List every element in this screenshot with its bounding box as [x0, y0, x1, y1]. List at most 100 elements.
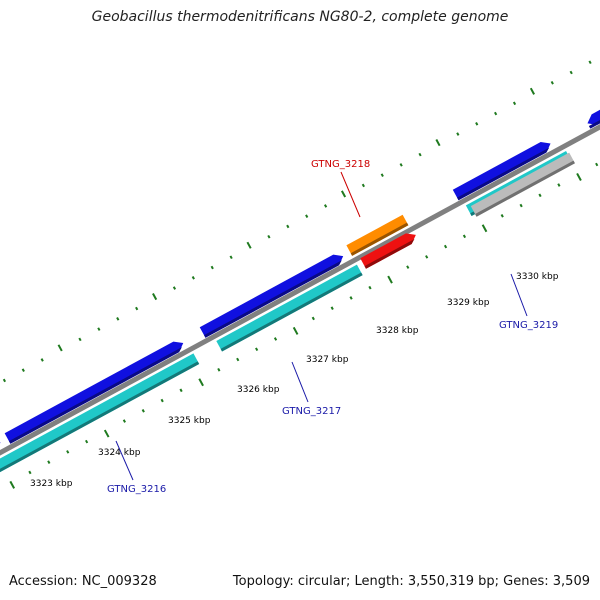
inner-tick	[311, 316, 315, 321]
outer-tick	[21, 368, 25, 372]
scale-label: 3323 kbp	[30, 479, 73, 489]
outer-tick	[286, 224, 290, 229]
outer-tick	[2, 378, 7, 383]
outer-tick	[210, 265, 214, 270]
leader-line	[291, 361, 309, 403]
inner-tick	[595, 162, 599, 167]
inner-tick	[273, 337, 278, 341]
inner-tick	[538, 193, 542, 198]
inner-tick	[85, 439, 89, 444]
outer-tick	[229, 255, 233, 260]
feature-shade	[588, 120, 600, 129]
feature-rrna	[360, 233, 416, 269]
inner-tick	[406, 265, 410, 269]
inner-tick	[122, 419, 126, 423]
inner-tick	[179, 388, 183, 393]
inner-tick	[9, 480, 16, 489]
scale-label: 3328 kbp	[376, 326, 419, 336]
inner-tick	[255, 347, 259, 352]
scale-label: 3325 kbp	[168, 416, 211, 426]
inner-tick	[557, 183, 561, 187]
inner-tick	[141, 409, 145, 413]
inner-tick	[443, 244, 448, 249]
inner-tick	[349, 296, 353, 300]
inner-tick	[198, 378, 204, 387]
outer-tick	[435, 139, 441, 147]
map-title: Geobacillus thermodenitrificans NG80-2, …	[91, 9, 509, 25]
feature-shade	[8, 347, 182, 444]
gene-label: GTNG_3216	[107, 484, 166, 495]
outer-tick	[116, 317, 120, 321]
topology-label: Topology: circular; Length: 3,550,319 bp…	[232, 574, 590, 589]
outer-tick	[399, 163, 403, 167]
feature-shade	[0, 361, 200, 473]
inner-tick	[236, 357, 240, 362]
outer-tick	[57, 344, 63, 352]
outer-tick	[418, 152, 422, 157]
gene-label: GTNG_3218	[311, 159, 370, 170]
inner-tick	[387, 275, 393, 284]
scale-label: 3327 kbp	[306, 355, 349, 365]
outer-tick	[191, 275, 195, 280]
outer-tick	[152, 293, 158, 301]
outer-tick	[40, 358, 44, 362]
inner-tick	[462, 234, 467, 239]
outer-tick	[529, 87, 535, 95]
inner-tick	[500, 214, 504, 218]
outer-tick	[323, 204, 328, 208]
outer-tick	[246, 241, 252, 249]
inner-tick	[103, 429, 110, 438]
feature-shade	[350, 222, 409, 256]
outer-tick	[569, 70, 573, 75]
gene-label: GTNG_3217	[282, 406, 341, 417]
feature-shade	[475, 160, 575, 217]
feature-shade	[220, 272, 363, 352]
feature-shade	[364, 239, 415, 269]
outer-tick	[588, 60, 592, 65]
feature-trna	[346, 214, 409, 256]
inner-tick	[368, 285, 372, 290]
feature-cds_forward	[452, 142, 551, 201]
gene-label: GTNG_3219	[499, 320, 558, 331]
scale-label: 3329 kbp	[447, 298, 490, 308]
outer-tick	[97, 327, 101, 331]
inner-tick	[66, 450, 70, 454]
feature-cds_forward	[199, 254, 344, 338]
outer-tick	[475, 122, 479, 126]
outer-tick	[456, 132, 460, 136]
outer-tick	[550, 80, 554, 85]
inner-tick	[217, 367, 221, 372]
outer-tick	[494, 111, 498, 116]
feature-cds_forward	[4, 341, 184, 444]
outer-tick	[512, 101, 517, 106]
outer-tick	[267, 234, 271, 239]
leader-line	[340, 171, 361, 218]
outer-tick	[305, 214, 309, 219]
inner-tick	[519, 203, 523, 208]
feature-cds_reverse	[216, 264, 363, 352]
feature-cds_forward	[587, 109, 600, 125]
feature-pseudogene	[470, 152, 575, 217]
accession-label: Accession: NC_009328	[9, 574, 157, 589]
leader-line	[510, 273, 528, 317]
inner-tick	[292, 326, 299, 335]
outer-tick	[380, 173, 384, 177]
outer-tick	[172, 286, 177, 290]
inner-tick	[425, 255, 429, 259]
inner-tick	[481, 224, 488, 233]
inner-tick	[576, 172, 582, 181]
inner-tick	[330, 306, 334, 310]
scale-label: 3330 kbp	[516, 272, 559, 282]
outer-tick	[361, 183, 365, 188]
scale-label: 3326 kbp	[237, 385, 280, 395]
scale-label: 3324 kbp	[98, 448, 141, 458]
outer-tick	[135, 306, 139, 311]
genome-backbone	[0, 124, 600, 456]
leader-line	[115, 440, 134, 481]
outer-tick	[78, 337, 82, 342]
inner-tick	[47, 460, 51, 464]
inner-tick	[160, 398, 164, 403]
inner-tick	[28, 470, 32, 475]
outer-tick	[340, 190, 347, 198]
